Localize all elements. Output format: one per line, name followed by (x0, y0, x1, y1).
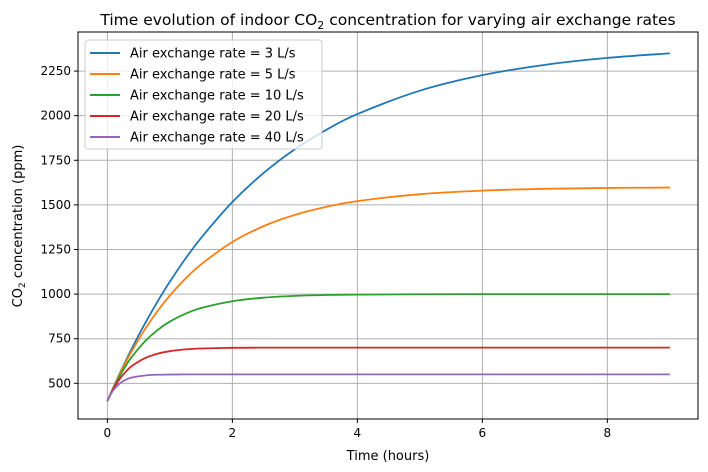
y-tick-label: 2000 (40, 109, 71, 123)
legend-label: Air exchange rate = 3 L/s (130, 47, 296, 62)
x-tick-label: 0 (104, 426, 112, 440)
plot-frame (77, 31, 699, 420)
legend-label: Air exchange rate = 5 L/s (130, 68, 296, 83)
x-tick-label: 6 (479, 426, 487, 440)
y-tick-label: 1750 (40, 153, 71, 167)
y-tick-label: 1250 (40, 242, 71, 256)
chart-title: Time evolution of indoor CO2 concentrati… (99, 11, 675, 32)
x-tick-label: 4 (354, 426, 362, 440)
legend-label: Air exchange rate = 40 L/s (130, 131, 304, 146)
y-tick-label: 750 (48, 332, 71, 346)
legend-label: Air exchange rate = 20 L/s (130, 110, 304, 125)
y-tick-label: 2250 (40, 64, 71, 78)
x-axis-label: Time (hours) (346, 449, 430, 464)
x-tick-label: 8 (604, 426, 612, 440)
y-axis-label: CO2 concentration (ppm) (11, 145, 28, 308)
x-axis-ticks: 0 2 4 6 8 (104, 419, 612, 440)
y-tick-label: 500 (48, 376, 71, 390)
y-tick-label: 1500 (40, 198, 71, 212)
series-line-4 (106, 373, 670, 402)
legend-box (84, 39, 323, 150)
x-tick-label: 2 (229, 426, 237, 440)
series-line-3 (106, 346, 670, 402)
series-lines (106, 52, 670, 402)
series-line-1 (106, 186, 670, 402)
y-tick-label: 1000 (40, 287, 71, 301)
legend: Air exchange rate = 3 L/s Air exchange ra… (84, 39, 323, 150)
legend-label: Air exchange rate = 10 L/s (130, 89, 304, 104)
series-line-2 (106, 293, 670, 402)
y-axis-ticks: 500 750 1000 1250 1500 1750 2000 2250 (40, 64, 78, 390)
